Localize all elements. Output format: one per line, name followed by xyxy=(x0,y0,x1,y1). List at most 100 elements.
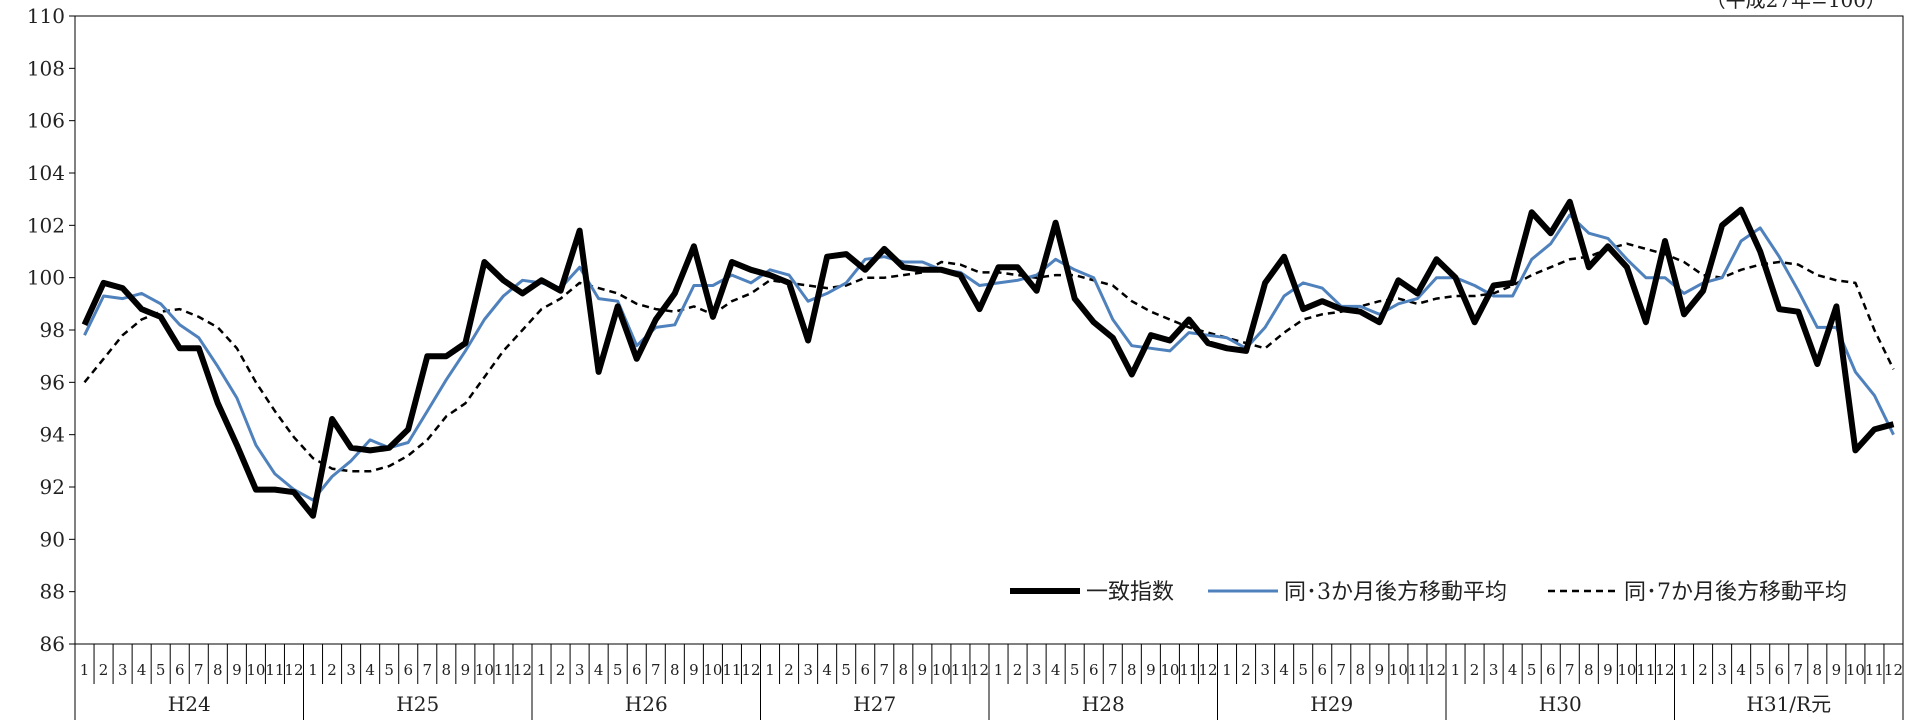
month-tick-label: 8 xyxy=(213,661,223,679)
month-tick-label: 1 xyxy=(765,661,775,679)
month-tick-label: 4 xyxy=(594,661,604,679)
month-tick-label: 5 xyxy=(1527,661,1537,679)
month-tick-label: 9 xyxy=(689,661,699,679)
month-tick-label: 1 xyxy=(1679,661,1689,679)
month-tick-label: 7 xyxy=(1793,661,1803,679)
month-tick-label: 12 xyxy=(284,661,303,679)
month-tick-label: 8 xyxy=(1584,661,1594,679)
year-tick-label: H28 xyxy=(1082,692,1125,716)
month-tick-label: 10 xyxy=(1617,661,1636,679)
month-tick-label: 9 xyxy=(1146,661,1156,679)
month-tick-label: 10 xyxy=(1389,661,1408,679)
y-tick-label: 100 xyxy=(27,266,65,290)
year-tick-label: H26 xyxy=(625,692,668,716)
y-tick-label: 88 xyxy=(40,580,65,604)
month-tick-label: 8 xyxy=(1127,661,1137,679)
y-tick-label: 110 xyxy=(27,4,65,28)
y-tick-label: 102 xyxy=(27,213,65,237)
x-axis: 1 2 3 4 5 6 7 8 9 10 11 12 1 2 3 4 5 6 7 8 9 10 11 12 1 2 3 4 5 6 7 8 9 1… xyxy=(74,644,1904,720)
month-tick-label: 8 xyxy=(1813,661,1823,679)
month-tick-label: 11 xyxy=(1408,661,1427,679)
y-tick-label: 106 xyxy=(27,109,65,133)
month-tick-label: 6 xyxy=(1774,661,1784,679)
month-tick-label: 4 xyxy=(1508,661,1518,679)
month-tick-label: 7 xyxy=(422,661,432,679)
month-tick-label: 8 xyxy=(899,661,909,679)
month-tick-label: 1 xyxy=(308,661,318,679)
month-tick-label: 10 xyxy=(1160,661,1179,679)
series-line-ma7 xyxy=(83,242,1895,473)
y-tick-label: 86 xyxy=(40,632,65,656)
month-tick-label: 10 xyxy=(703,661,722,679)
month-tick-label: 3 xyxy=(346,661,356,679)
plot-area xyxy=(74,15,1904,645)
series-line-index xyxy=(81,198,1895,519)
month-tick-label: 5 xyxy=(384,661,394,679)
month-tick-label: 11 xyxy=(265,661,284,679)
month-tick-label: 3 xyxy=(1717,661,1727,679)
month-tick-label: 3 xyxy=(1489,661,1499,679)
month-tick-label: 12 xyxy=(513,661,532,679)
month-tick-label: 1 xyxy=(1451,661,1461,679)
month-tick-label: 10 xyxy=(246,661,265,679)
month-tick-label: 11 xyxy=(1179,661,1198,679)
month-tick-label: 2 xyxy=(1241,661,1251,679)
month-tick-label: 12 xyxy=(741,661,760,679)
month-tick-label: 4 xyxy=(1279,661,1289,679)
month-tick-label: 1 xyxy=(537,661,547,679)
month-tick-label: 11 xyxy=(494,661,513,679)
y-tick-label: 90 xyxy=(40,527,65,551)
month-tick-label: 5 xyxy=(1070,661,1080,679)
month-tick-label: 4 xyxy=(1736,661,1746,679)
legend-label-ma7: 同･7か月後方移動平均 xyxy=(1624,580,1847,605)
month-tick-label: 9 xyxy=(1832,661,1842,679)
month-tick-label: 10 xyxy=(1846,661,1865,679)
year-tick-label: H27 xyxy=(853,692,896,716)
month-tick-label: 7 xyxy=(651,661,661,679)
month-tick-label: 2 xyxy=(784,661,794,679)
month-tick-label: 5 xyxy=(841,661,851,679)
month-tick-label: 7 xyxy=(1336,661,1346,679)
month-tick-label: 4 xyxy=(822,661,832,679)
month-tick-label: 2 xyxy=(556,661,566,679)
month-tick-label: 5 xyxy=(1298,661,1308,679)
month-tick-label: 12 xyxy=(1427,661,1446,679)
month-tick-label: 2 xyxy=(1470,661,1480,679)
month-tick-label: 3 xyxy=(1260,661,1270,679)
month-tick-label: 4 xyxy=(1051,661,1061,679)
month-tick-label: 2 xyxy=(327,661,337,679)
year-tick-label: H24 xyxy=(168,692,211,716)
month-tick-label: 9 xyxy=(1603,661,1613,679)
series-lines xyxy=(81,198,1895,519)
month-tick-label: 11 xyxy=(1865,661,1884,679)
month-tick-label: 2 xyxy=(99,661,109,679)
month-tick-label: 7 xyxy=(194,661,204,679)
month-tick-label: 3 xyxy=(118,661,128,679)
legend-label-index: 一致指数 xyxy=(1086,580,1174,605)
y-tick-label: 104 xyxy=(27,161,65,185)
month-tick-label: 9 xyxy=(232,661,242,679)
month-tick-label: 6 xyxy=(403,661,413,679)
month-tick-label: 7 xyxy=(1108,661,1118,679)
month-tick-label: 7 xyxy=(1565,661,1575,679)
year-tick-label: H31/R元 xyxy=(1746,692,1831,716)
y-tick-label: 96 xyxy=(40,370,65,394)
month-tick-label: 1 xyxy=(80,661,90,679)
month-tick-label: 12 xyxy=(1655,661,1674,679)
month-tick-label: 9 xyxy=(1375,661,1385,679)
month-tick-label: 8 xyxy=(1356,661,1366,679)
month-tick-label: 9 xyxy=(918,661,928,679)
month-tick-label: 12 xyxy=(1198,661,1217,679)
month-tick-label: 5 xyxy=(1755,661,1765,679)
y-tick-label: 92 xyxy=(40,475,65,499)
month-tick-label: 12 xyxy=(1884,661,1903,679)
month-tick-label: 11 xyxy=(951,661,970,679)
month-tick-label: 1 xyxy=(1222,661,1232,679)
month-tick-label: 6 xyxy=(175,661,185,679)
unit-note: （平成27年=100） xyxy=(1706,0,1886,12)
month-tick-label: 6 xyxy=(1546,661,1556,679)
month-tick-label: 4 xyxy=(365,661,375,679)
month-tick-label: 8 xyxy=(670,661,680,679)
month-tick-label: 6 xyxy=(1317,661,1327,679)
month-tick-label: 5 xyxy=(613,661,623,679)
